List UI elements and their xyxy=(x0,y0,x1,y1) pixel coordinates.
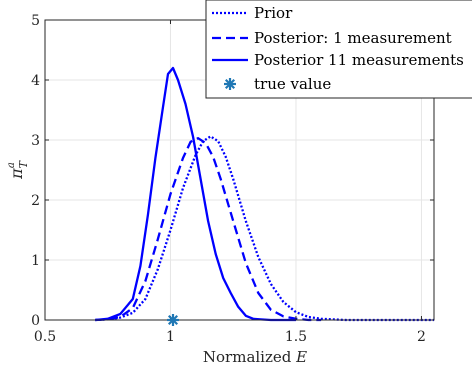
x-tick-label: 1 xyxy=(166,329,175,345)
y-tick-label: 0 xyxy=(31,313,40,329)
x-tick-label: 2 xyxy=(417,329,426,345)
legend-label-3: Posterior 11 measurements xyxy=(254,51,464,69)
legend-label-1: Prior xyxy=(254,4,293,22)
y-tick-label: 4 xyxy=(31,73,40,89)
marker-layer xyxy=(166,314,179,326)
legend-marker-swatch xyxy=(224,78,236,90)
y-tick-label: 3 xyxy=(31,133,40,149)
x-tick-label: 0.5 xyxy=(34,329,56,345)
legend-box xyxy=(205,0,472,99)
true-value-marker xyxy=(166,314,179,326)
series-line-3 xyxy=(95,66,296,322)
x-axis-label: Normalized E xyxy=(203,348,307,366)
legend-label-2: Posterior: 1 measurement xyxy=(254,29,452,47)
y-tick-label: 2 xyxy=(31,193,40,209)
y-tick-label: 5 xyxy=(31,13,40,29)
ticks: 0.5 1 1.5 2 0 1 2 3 4 5 xyxy=(31,13,434,345)
y-axis-label: πTa xyxy=(6,159,30,180)
x-tick-label: 1.5 xyxy=(285,329,307,345)
y-tick-label: 1 xyxy=(31,253,40,269)
svg-text:πTa: πTa xyxy=(6,159,30,180)
legend-label-marker: true value xyxy=(254,75,331,93)
legend: Prior Posterior: 1 measurement Posterior 1… xyxy=(205,0,472,99)
series-line-2 xyxy=(95,137,322,322)
